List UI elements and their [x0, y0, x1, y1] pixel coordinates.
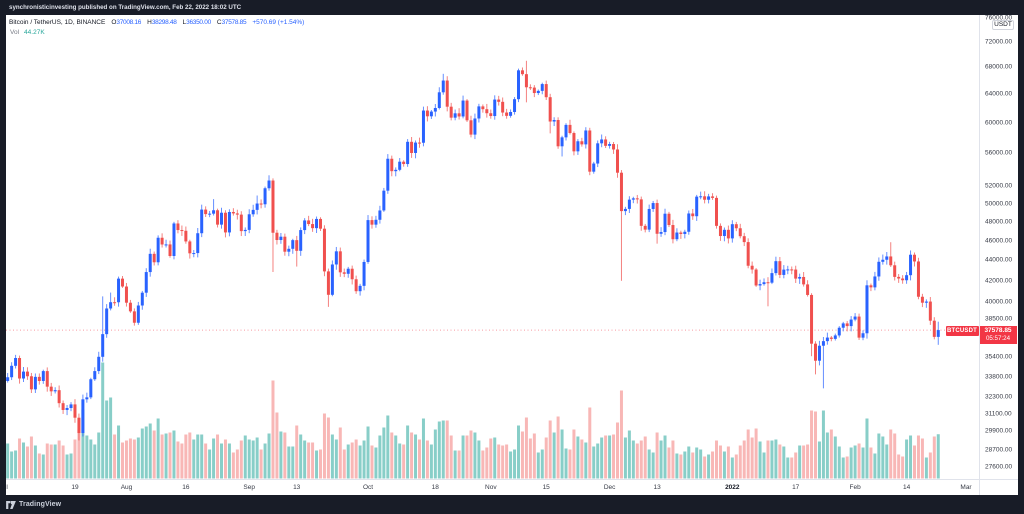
price-tick-label: 64000.00: [985, 90, 1013, 98]
time-tick-label: Nov: [485, 484, 497, 491]
ohlc-high-label: H: [147, 19, 152, 26]
price-tick-label: 50000.00: [985, 200, 1013, 207]
time-tick-label: Aug: [120, 484, 133, 491]
time-tick-label: 17: [792, 484, 800, 491]
ohlc-close-value: 37578.85: [221, 19, 247, 26]
chart-legend: Bitcoin / TetherUS, 1D, BINANCE O37008.1…: [9, 18, 304, 38]
price-tick-label: 44000.00: [985, 256, 1013, 264]
ohlc-high: H38298.48: [147, 18, 177, 28]
time-tick-label: 19: [71, 484, 79, 491]
price-tick-label: 33800.00: [985, 373, 1013, 381]
price-tick-label: 29900.00: [985, 427, 1013, 435]
time-tick-label: Jul: [6, 483, 8, 492]
bar-countdown: 05:57:24: [985, 335, 1011, 342]
time-tick-label: Oct: [362, 484, 374, 491]
ohlc-open-label: O: [111, 19, 117, 26]
ohlc-close-label: C: [216, 19, 222, 26]
volume-value: 44.27K: [24, 29, 45, 36]
attribution-text: synchronisticinvesting published on Trad…: [9, 4, 242, 11]
volume-label[interactable]: Vol: [10, 29, 20, 36]
ohlc-high-value: 38298.48: [151, 19, 177, 26]
price-tick-label: 28700.00: [985, 446, 1013, 454]
chart-pane: Bitcoin / TetherUS, 1D, BINANCE O37008.1…: [6, 15, 1018, 495]
price-tick-label: 27600.00: [985, 463, 1013, 471]
time-tick-label: Dec: [603, 484, 616, 491]
price-tick-label: 40000.00: [985, 298, 1013, 306]
ohlc-close: C37578.85: [216, 18, 247, 28]
ohlc-open: O37008.16: [111, 18, 141, 28]
last-price-value: 37578.85: [984, 326, 1012, 334]
tradingview-logo-icon: [6, 500, 16, 509]
time-tick-label: 13: [293, 484, 301, 491]
time-tick-label: Sep: [243, 484, 255, 491]
ohlc-low-value: 36350.00: [186, 19, 211, 26]
price-tick-label: 56000.00: [985, 149, 1013, 157]
price-tick-label: 38500.00: [985, 315, 1013, 323]
price-tick-label: 46000.00: [985, 237, 1013, 244]
price-tick-label: 72000.00: [985, 38, 1013, 46]
time-tick-label: 2022: [725, 484, 740, 491]
price-tick-label: 35400.00: [985, 353, 1013, 361]
price-tick-label: 76000.00: [985, 15, 1013, 22]
price-tick-label: 32300.00: [985, 393, 1013, 401]
currency-toggle-button[interactable]: USDT: [992, 19, 1014, 30]
last-price-axis-label: 37578.85 05:57:24: [979, 325, 1017, 344]
candlestick-chart[interactable]: [6, 15, 1018, 495]
time-tick-label: 16: [182, 484, 190, 491]
time-tick-label: 18: [431, 484, 439, 491]
price-tick-label: 48000.00: [985, 218, 1013, 226]
symbol-title[interactable]: Bitcoin / TetherUS, 1D, BINANCE: [9, 19, 106, 26]
time-tick-label: 13: [653, 484, 661, 491]
tradingview-logo[interactable]: TradingView: [6, 500, 62, 509]
price-tick-label: 60000.00: [985, 119, 1013, 127]
price-line-symbol-label: BTCUSDT: [945, 325, 979, 336]
time-tick-label: 15: [542, 484, 550, 491]
ohlc-open-value: 37008.16: [116, 19, 142, 26]
tradingview-logo-text: TradingView: [19, 501, 62, 508]
price-tick-label: 42000.00: [985, 277, 1013, 285]
time-tick-label: Feb: [849, 484, 861, 491]
time-tick-label: Mar: [960, 484, 972, 491]
price-tick-label: 52000.00: [985, 182, 1013, 190]
time-tick-label: 14: [902, 484, 911, 491]
ohlc-low-label: L: [182, 19, 187, 26]
price-tick-label: 68000.00: [985, 63, 1013, 71]
footer-bar: TradingView: [0, 495, 1024, 514]
price-tick-label: 31100.00: [985, 410, 1012, 418]
ohlc-low: L36350.00: [182, 18, 212, 28]
change-value: +570.69 (+1.54%): [252, 19, 305, 26]
